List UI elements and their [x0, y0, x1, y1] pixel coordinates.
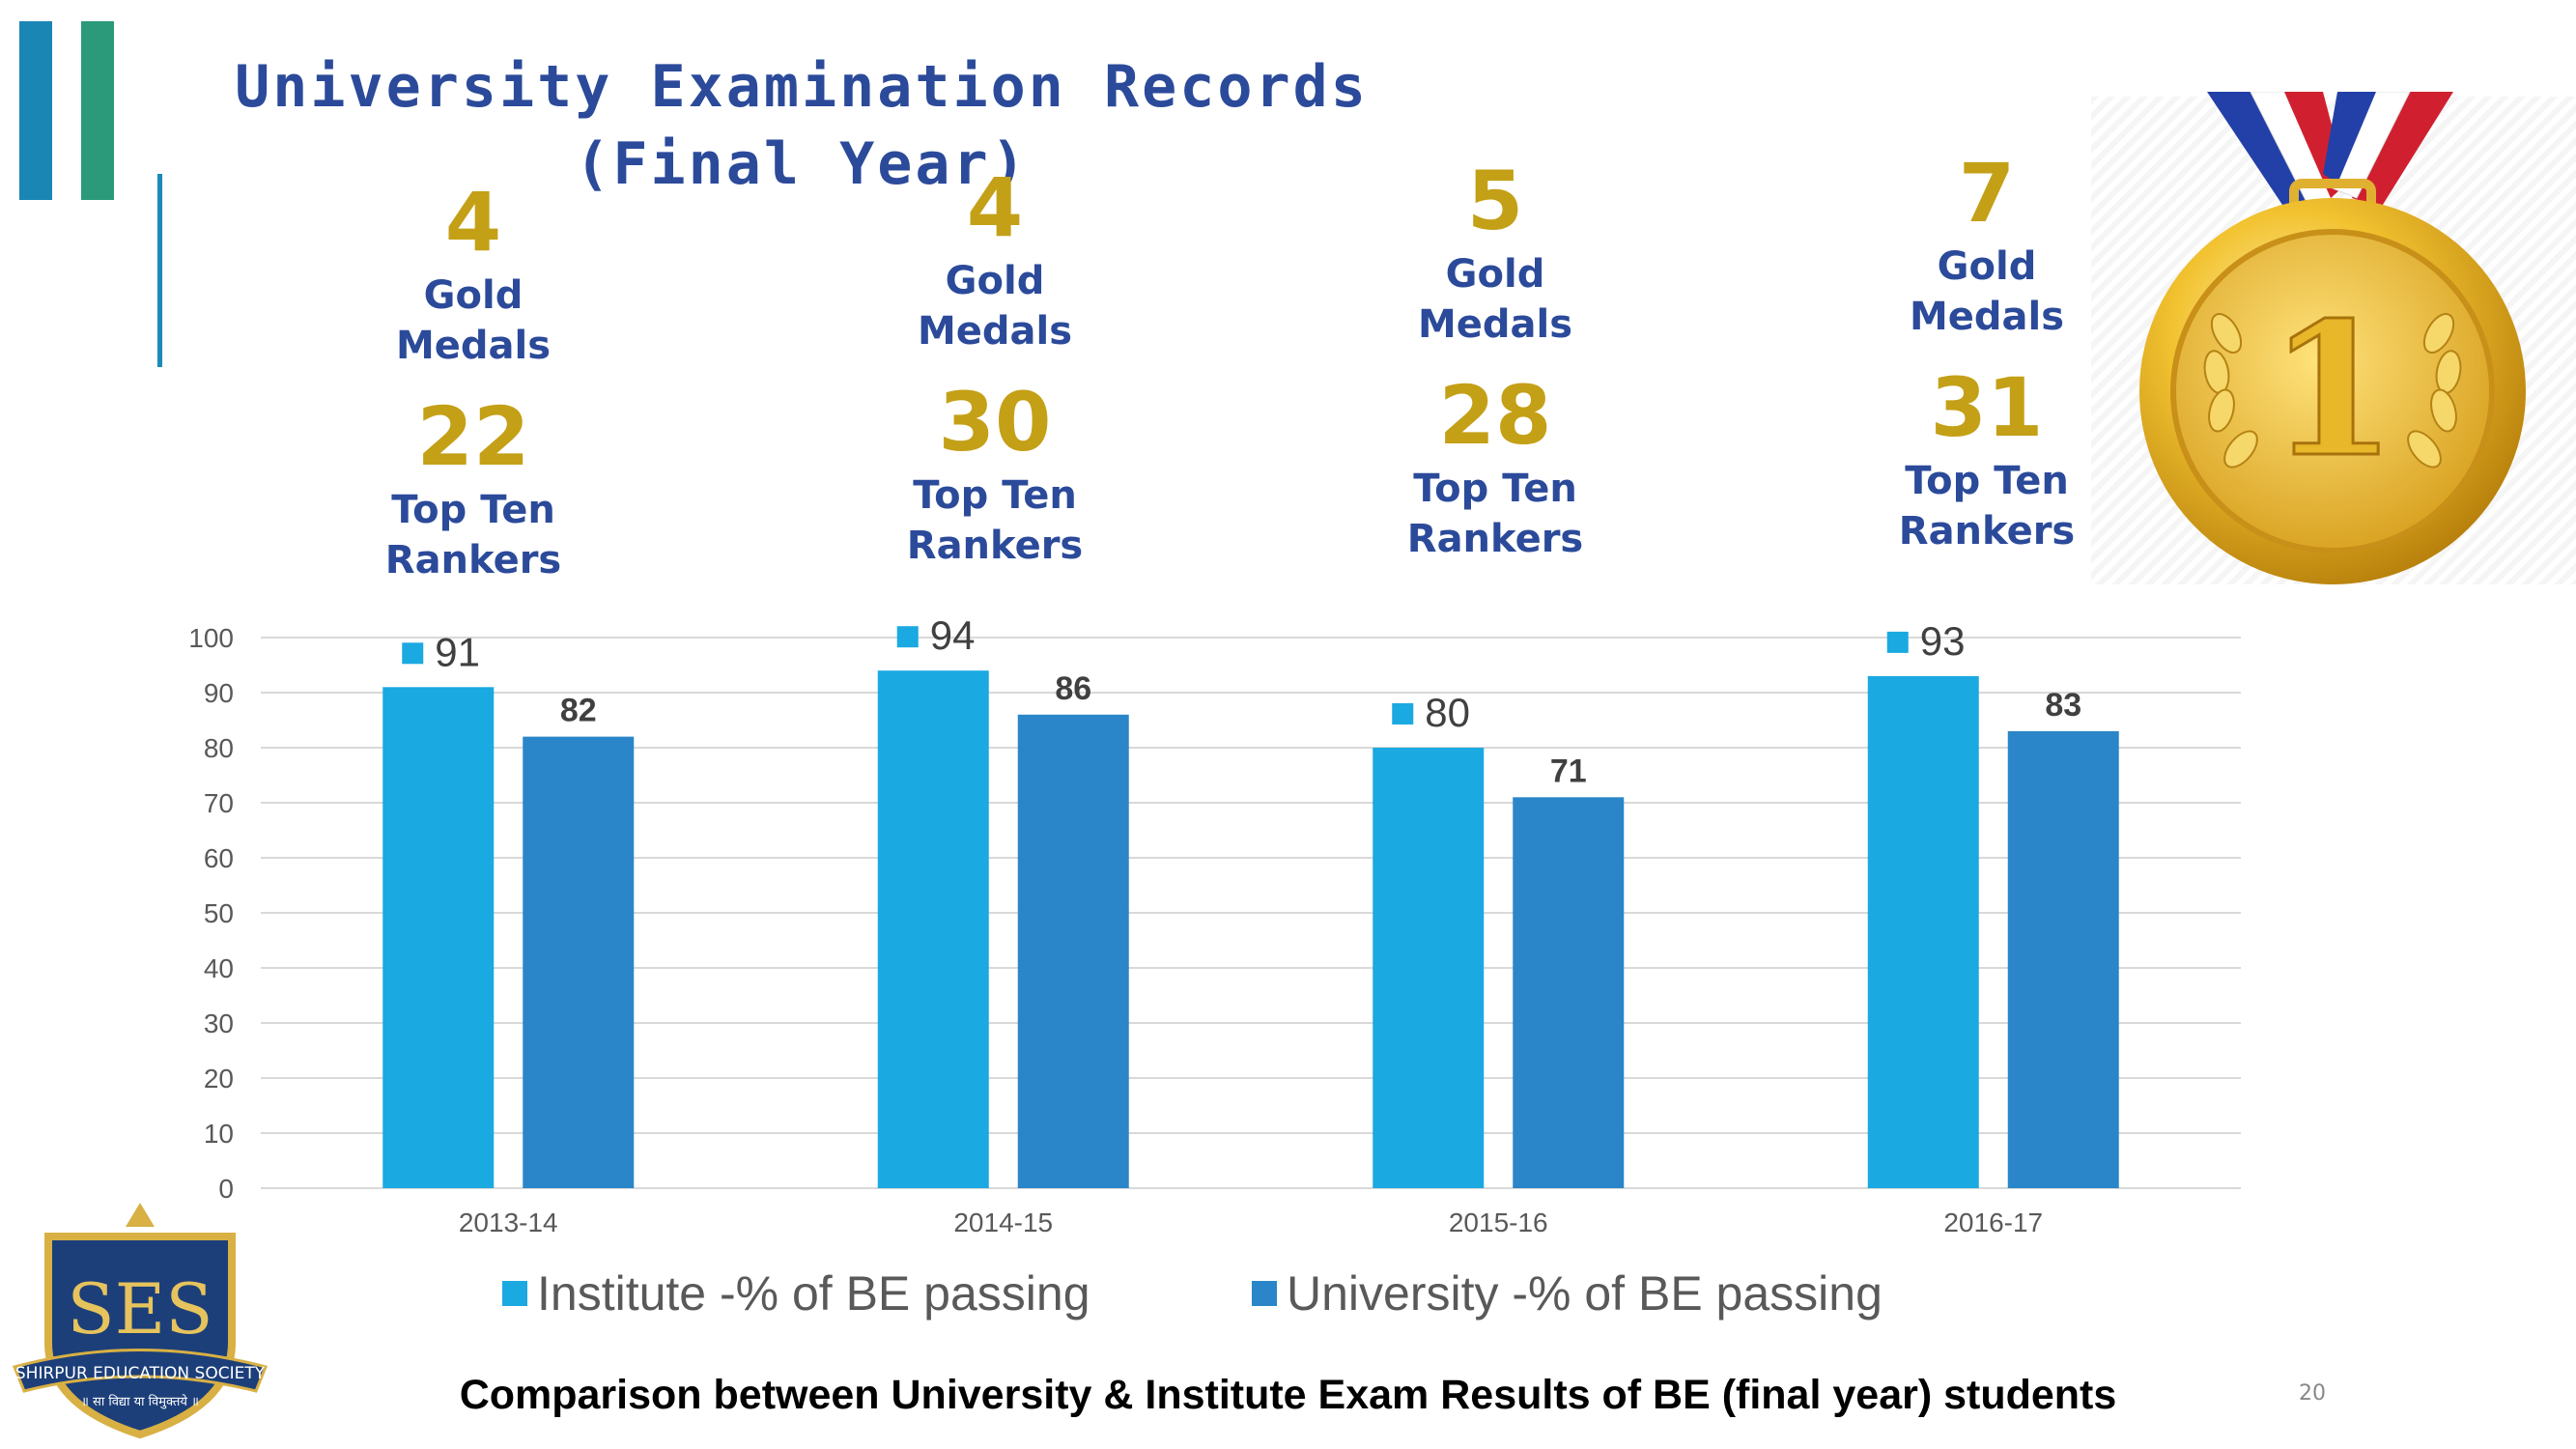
gold-label-2: Medals [395, 324, 552, 368]
data-label-institute: 93 [1920, 618, 1966, 664]
bar-university [1017, 714, 1129, 1188]
legend-swatch-university [1252, 1280, 1277, 1306]
gold-count: 7 [1958, 146, 2016, 241]
legend-swatch-institute [502, 1280, 527, 1306]
y-tick-label: 90 [204, 678, 234, 708]
y-tick-label: 70 [204, 788, 234, 818]
bar-institute [382, 687, 495, 1188]
page-number: 20 [2299, 1381, 2326, 1406]
x-tick-label: 2016-17 [1943, 1208, 2043, 1236]
ses-logo: SES SHIRPUR EDUCATION SOCIETY ॥ सा विद्य… [12, 1203, 269, 1439]
data-label-university: 83 [2045, 687, 2081, 724]
rankers-label-1: Top Ten [913, 473, 1077, 518]
gold-label-2: Medals [917, 309, 1073, 354]
data-label-institute: 94 [930, 612, 976, 658]
y-tick-label: 30 [204, 1009, 234, 1038]
y-tick-label: 60 [204, 843, 234, 873]
logo-motto: ॥ सा विद्या या विमुक्तये ॥ [81, 1394, 199, 1409]
title-line-2: (Final Year) [575, 130, 1029, 198]
rankers-label-2: Rankers [906, 524, 1084, 568]
rankers-label-2: Rankers [1898, 509, 2076, 554]
data-label-institute: 91 [435, 629, 480, 674]
rankers-label-2: Rankers [384, 538, 562, 582]
bar-institute [1867, 675, 1979, 1188]
rankers-label-2: Rankers [1406, 517, 1584, 561]
gold-count: 4 [966, 160, 1024, 255]
gold-label-2: Medals [1417, 302, 1573, 347]
medal-numeral: 1 [2269, 282, 2396, 497]
y-tick-label: 20 [204, 1064, 234, 1094]
gold-count: 4 [444, 175, 502, 270]
stat-block-2015-16: 5 Gold Medals 28 Top Ten Rankers [1321, 153, 1669, 564]
rankers-count: 30 [938, 375, 1052, 469]
stat-block-2013-14: 4 Gold Medals 22 Top Ten Rankers [299, 174, 647, 585]
accent-vertical-line [157, 174, 162, 367]
rankers-label-1: Top Ten [1413, 467, 1577, 511]
accent-bar-teal [81, 21, 114, 200]
rankers-count: 22 [416, 389, 530, 484]
logo-banner: SHIRPUR EDUCATION SOCIETY [15, 1364, 266, 1383]
bar-chart: 0 10 20 30 40 50 60 70 80 90 100 2013-14 91 82 2014-15… [188, 612, 2241, 1236]
x-tick-label: 2013-14 [459, 1208, 558, 1236]
logo-text: SES [67, 1268, 212, 1350]
x-tick-label: 2014-15 [953, 1208, 1053, 1236]
stat-block-2016-17: 7 Gold Medals 31 Top Ten Rankers [1813, 145, 2161, 556]
bar-institute [1373, 748, 1485, 1188]
legend-university: University -% of BE passing [1252, 1265, 1882, 1321]
data-label-university: 71 [1550, 753, 1587, 789]
data-label-institute: 80 [1425, 690, 1470, 735]
gold-medal-icon: 1 [2139, 92, 2526, 584]
gold-label-2: Medals [1909, 295, 2065, 339]
x-tick-label: 2015-16 [1449, 1208, 1548, 1236]
bar-university [523, 736, 635, 1188]
rankers-label-1: Top Ten [391, 488, 555, 532]
stat-block-2014-15: 4 Gold Medals 30 Top Ten Rankers [821, 159, 1169, 571]
y-tick-label: 50 [204, 898, 234, 928]
data-label-marker [896, 626, 919, 648]
y-tick-label: 10 [204, 1119, 234, 1149]
gold-label-1: Gold [1445, 252, 1545, 297]
rankers-count: 28 [1438, 368, 1552, 463]
gold-count: 5 [1466, 154, 1524, 248]
data-label-university: 82 [560, 693, 597, 729]
accent-bar-blue [19, 21, 52, 200]
y-tick-label: 100 [188, 623, 234, 653]
legend-label-institute: Institute -% of BE passing [537, 1266, 1090, 1321]
title-line-1: University Examination Records [235, 53, 1369, 121]
rankers-count: 31 [1930, 360, 2044, 455]
chart-caption: Comparison between University & Institut… [459, 1372, 2117, 1418]
gold-label-1: Gold [945, 259, 1045, 303]
gold-label-1: Gold [1937, 244, 2037, 289]
y-tick-label: 80 [204, 733, 234, 763]
legend-label-university: University -% of BE passing [1287, 1266, 1882, 1321]
slide-title: University Examination Records (Final Ye… [193, 48, 1410, 203]
data-label-marker [1886, 631, 1909, 653]
data-label-marker [402, 642, 424, 665]
data-label-marker [1392, 703, 1414, 724]
y-tick-label: 0 [218, 1174, 234, 1204]
bar-institute [877, 670, 989, 1188]
legend-institute: Institute -% of BE passing [502, 1265, 1090, 1321]
y-tick-label: 40 [204, 953, 234, 983]
bar-university [1513, 797, 1625, 1188]
data-label-university: 86 [1055, 670, 1091, 707]
bar-university [2007, 730, 2119, 1188]
rankers-label-1: Top Ten [1905, 459, 2069, 503]
gold-label-1: Gold [423, 273, 524, 318]
